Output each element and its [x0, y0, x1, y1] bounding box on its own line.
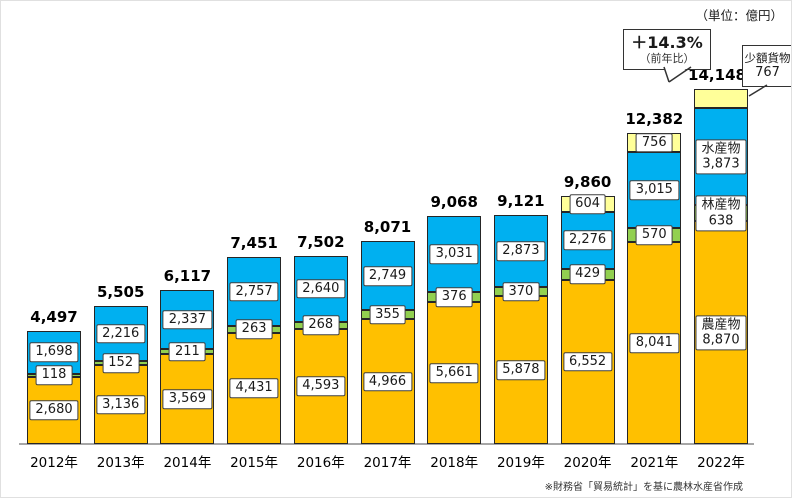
segment-value-label: 376: [435, 287, 473, 307]
x-axis-label: 2020年: [563, 455, 612, 471]
segment-value-label: 756: [635, 132, 673, 153]
segment-value-label: 263: [235, 319, 273, 340]
x-axis-label: 2015年: [230, 455, 279, 471]
segment-series-value: 3,873: [702, 156, 740, 172]
segment-value-label: 水産物 3,873: [695, 139, 747, 175]
growth-callout: ＋14.3% （前年比）: [623, 29, 711, 70]
segment-value-label: 604: [569, 194, 607, 214]
segment-value-label: 2,216: [96, 323, 146, 344]
segment-value-label: 5,878: [496, 360, 546, 381]
segment-series-name: 農産物: [701, 317, 741, 333]
segment-value-label: 118: [35, 365, 73, 386]
bar-total-label: 6,117: [163, 267, 212, 286]
x-axis-label: 2014年: [163, 455, 212, 471]
x-axis-label: 2017年: [363, 455, 412, 471]
x-axis-line: [19, 443, 754, 445]
unit-note: （単位：億円）: [695, 8, 783, 23]
bar-total-label: 9,121: [497, 192, 545, 211]
segment-value-label: 農産物 8,870: [695, 315, 747, 351]
segment-value-label: 2,337: [162, 309, 212, 330]
segment-value-label: 2,757: [229, 281, 279, 302]
segment-value-label: 2,749: [362, 266, 413, 286]
segment-value-label: 429: [569, 264, 607, 284]
segment-value-label: 3,569: [162, 389, 212, 409]
small-cargo-label: 少額貨物: [744, 51, 791, 66]
segment-value-label: 林産物 638: [695, 195, 747, 231]
segment-series-name: 水産物: [701, 141, 741, 157]
bar-total-label: 7,451: [230, 233, 278, 252]
bar-total-label: 14,148: [688, 65, 746, 84]
bar-total-label: 9,068: [430, 193, 478, 212]
x-axis-label: 2013年: [96, 455, 145, 471]
small-cargo-value: 767: [755, 65, 780, 81]
segment-value-label: 4,966: [362, 371, 413, 392]
x-axis-label: 2018年: [430, 455, 479, 471]
bar-total-label: 5,505: [96, 282, 145, 301]
bar-total-label: 12,382: [625, 110, 684, 129]
segment-value-label: 2,276: [562, 230, 613, 250]
x-axis-label: 2012年: [30, 455, 78, 471]
segment-value-label: 3,031: [429, 244, 479, 265]
small-cargo-callout: 少額貨物 767: [742, 45, 791, 87]
segment-series-name: 林産物: [701, 197, 741, 213]
x-axis-label: 2016年: [296, 455, 345, 471]
segment-value-label: 3,015: [629, 180, 679, 200]
segment-value-label: 2,680: [29, 400, 79, 421]
x-axis-label: 2022年: [697, 455, 745, 471]
bar-total-label: 9,860: [563, 173, 612, 192]
bar-total-label: 4,497: [30, 308, 78, 327]
segment-value-label: 1,698: [29, 342, 79, 363]
segment-value-label: 3,136: [96, 394, 146, 415]
growth-value: ＋14.3%: [631, 33, 703, 53]
segment-value-label: 268: [302, 315, 340, 336]
source-footnote: ※財務省「貿易統計」を基に農林水産省作成: [544, 482, 743, 493]
bar-total-label: 7,502: [297, 232, 345, 251]
growth-basis: （前年比）: [639, 51, 695, 65]
segment-value-label: 152: [102, 353, 140, 374]
segment-value-label: 6,552: [562, 351, 613, 372]
segment-value-label: 4,431: [229, 378, 279, 399]
x-axis-label: 2019年: [496, 455, 545, 471]
segment-series-value: 638: [708, 213, 734, 229]
segment-value-label: 211: [168, 341, 206, 362]
x-axis-label: 2021年: [630, 455, 679, 471]
segment-value-label: 2,873: [496, 241, 546, 261]
segment-series-value: 8,870: [702, 332, 740, 348]
segment-value-label: 370: [502, 282, 540, 302]
segment-value-label: 570: [635, 225, 673, 245]
segment-少額貨物: [694, 88, 748, 109]
segment-value-label: 4,593: [296, 376, 346, 397]
segment-value-label: 5,661: [429, 363, 479, 383]
segment-value-label: 2,640: [296, 279, 346, 299]
segment-value-label: 355: [369, 305, 406, 325]
bar-total-label: 8,071: [363, 218, 412, 237]
segment-value-label: 8,041: [629, 333, 679, 353]
